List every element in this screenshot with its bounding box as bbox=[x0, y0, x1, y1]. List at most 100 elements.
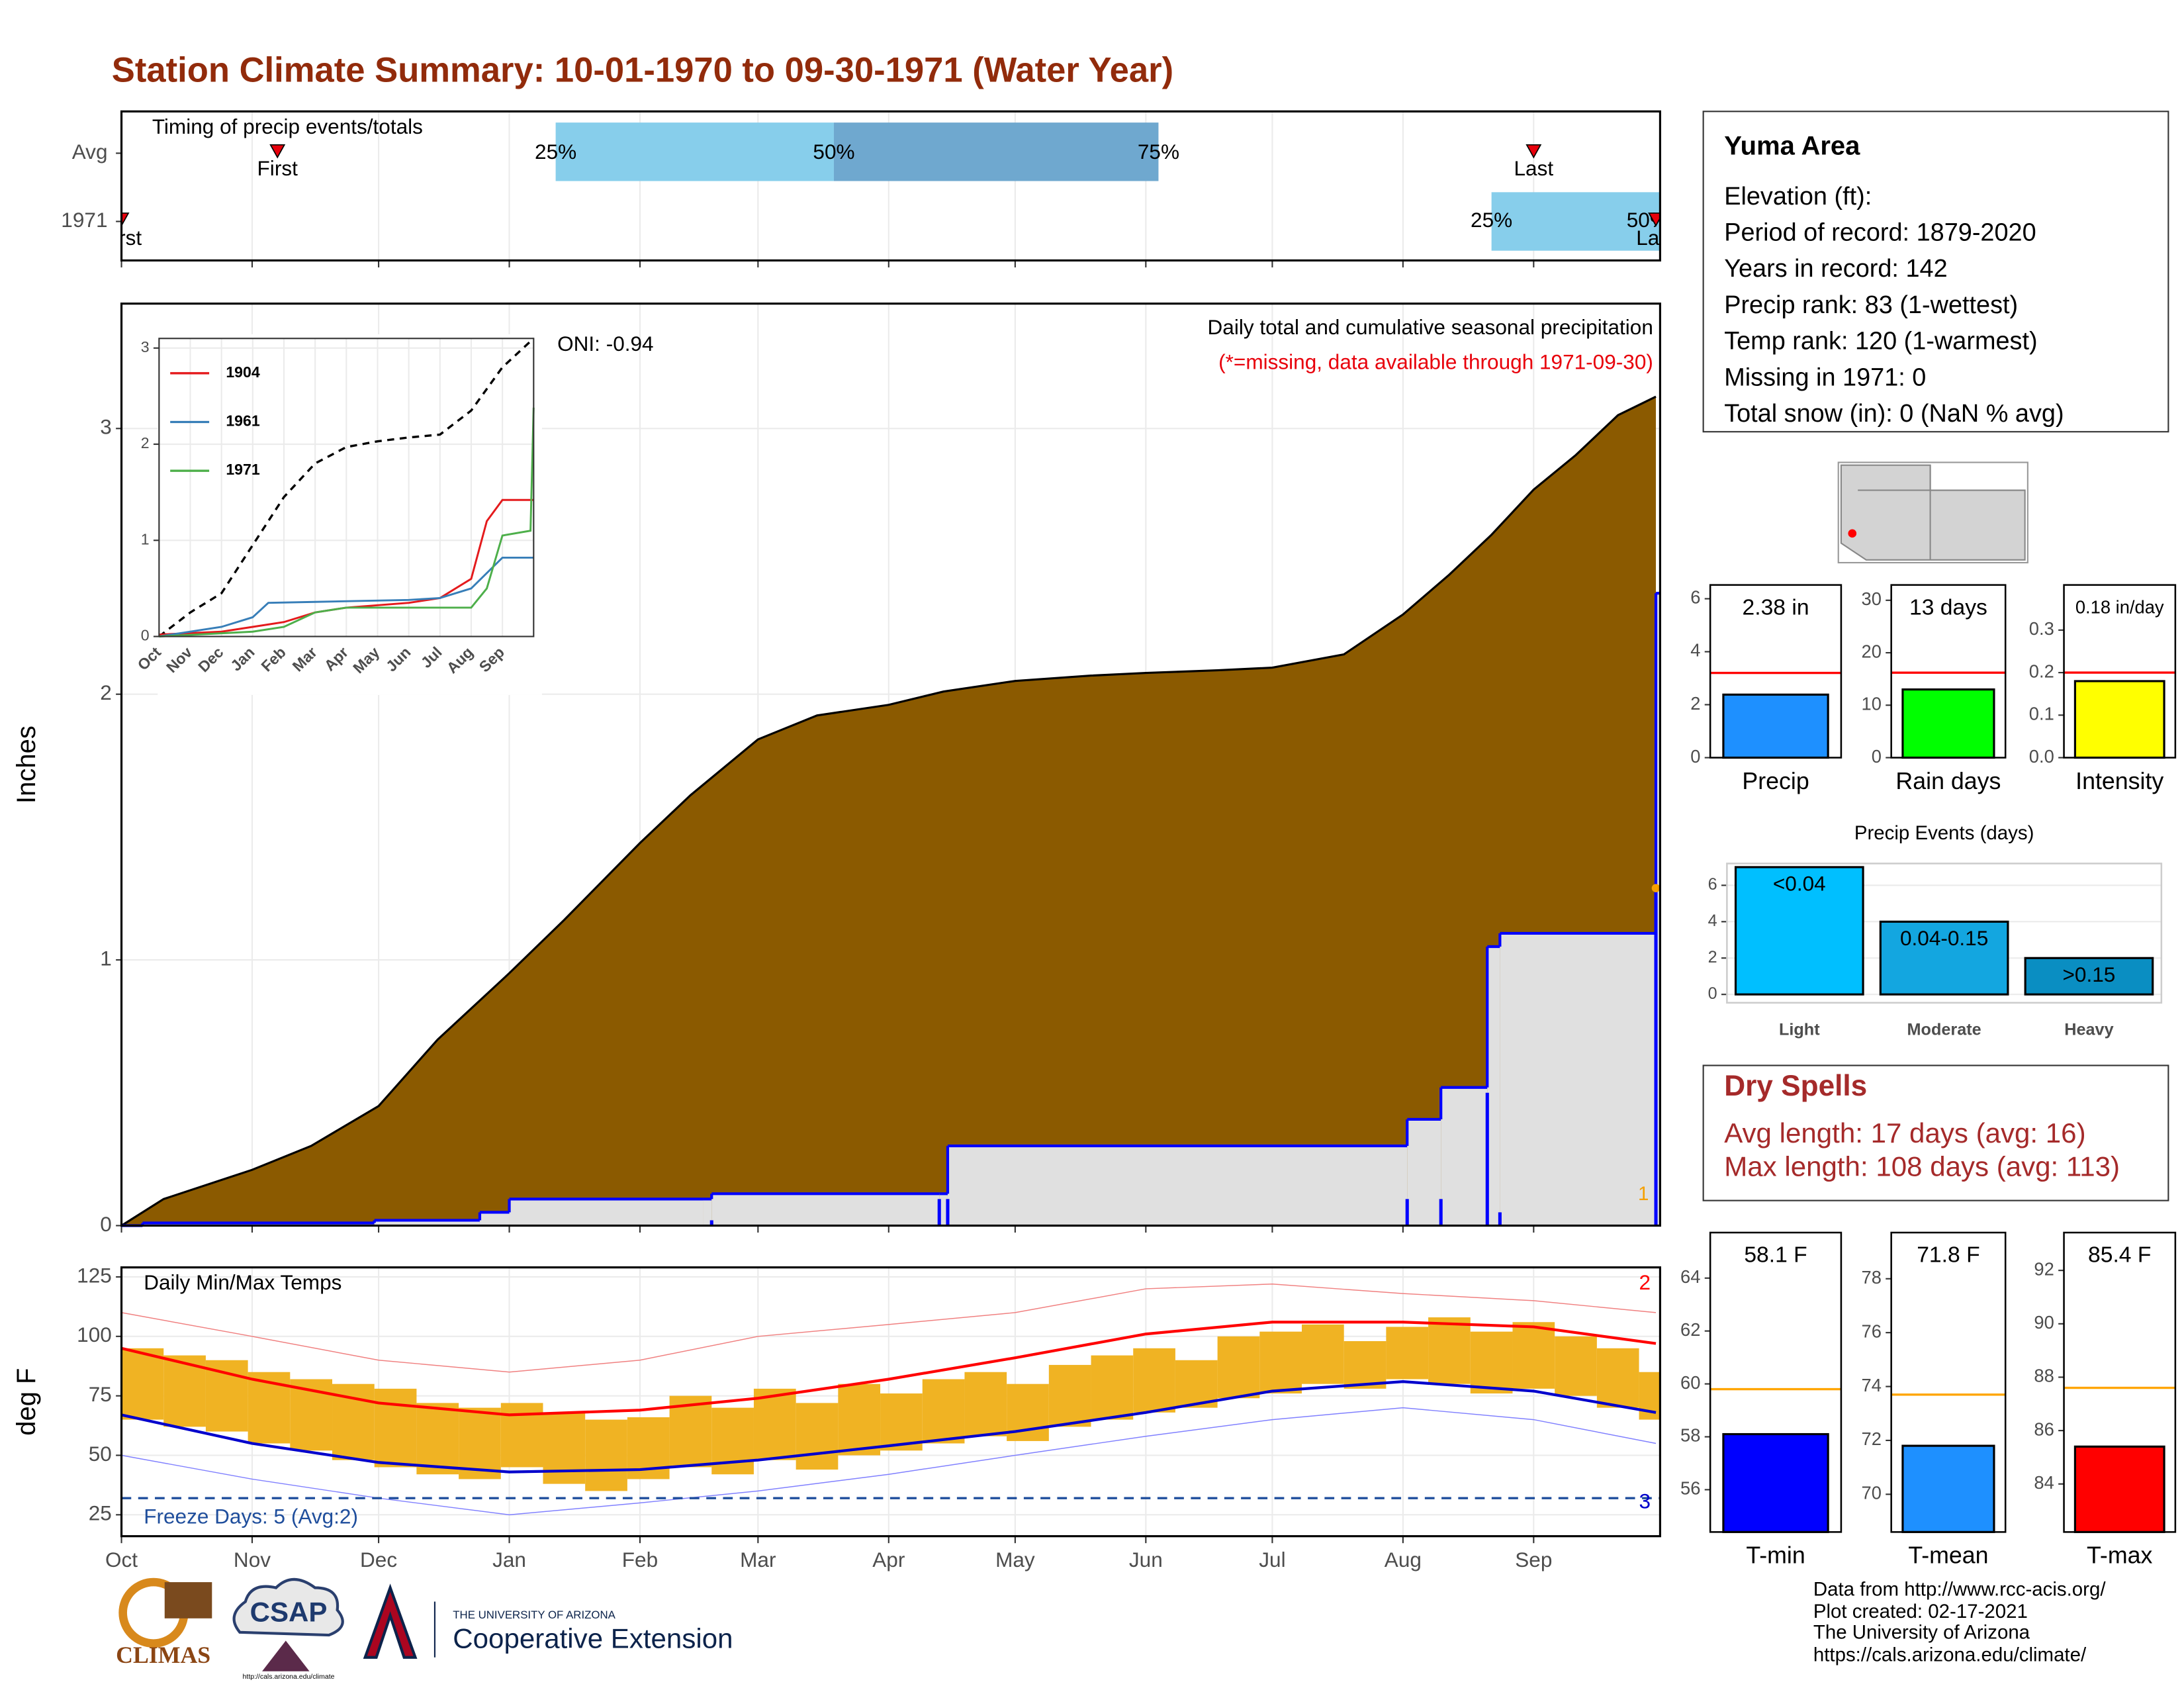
x-tick-label: Jun bbox=[1129, 1548, 1163, 1571]
temp-range bbox=[1428, 1317, 1471, 1384]
oni-label: ONI: -0.94 bbox=[557, 332, 654, 355]
temp-range bbox=[1386, 1327, 1429, 1380]
plot-frame bbox=[1726, 863, 2163, 1004]
legend-label: 1971 bbox=[226, 461, 260, 478]
step-fill bbox=[939, 1194, 948, 1226]
y-tick-label: 86 bbox=[2034, 1419, 2054, 1439]
y-tick-label: 6 bbox=[1708, 875, 1717, 894]
ua-logo bbox=[363, 1583, 418, 1659]
info-line: Period of record: 1879-2020 bbox=[1724, 218, 2036, 246]
y-axis-label: Inches bbox=[12, 726, 41, 804]
step-fill bbox=[509, 1199, 704, 1226]
y-tick-label: 90 bbox=[2034, 1312, 2054, 1333]
temp-range bbox=[964, 1372, 1007, 1436]
logo-text: CLIMAS bbox=[116, 1642, 210, 1668]
bar bbox=[1734, 866, 1864, 996]
temp-range bbox=[1133, 1348, 1175, 1413]
plot-frame bbox=[1709, 1231, 1843, 1533]
footer-line: Data from http://www.rcc-acis.org/ bbox=[1813, 1579, 2106, 1601]
y-tick-label: 2 bbox=[1708, 948, 1717, 966]
plot-frame bbox=[120, 1266, 1661, 1538]
y-tick-label: 4 bbox=[1708, 912, 1717, 930]
daily-bar bbox=[1405, 1199, 1409, 1226]
inset-frame bbox=[158, 338, 535, 637]
y-tick-label: 4 bbox=[1690, 640, 1700, 661]
page-title: Station Climate Summary: 10-01-1970 to 0… bbox=[112, 50, 1173, 89]
plot-frame bbox=[1890, 1231, 2007, 1533]
y-tick-label: 70 bbox=[1862, 1483, 1882, 1503]
bar-label: 0.04-0.15 bbox=[1900, 926, 1988, 950]
annotation-note: (*=missing, data available through 1971-… bbox=[1218, 350, 1653, 373]
temp-range bbox=[1091, 1355, 1134, 1420]
plot-frame bbox=[120, 110, 1661, 262]
plot-frame bbox=[2063, 1231, 2177, 1533]
y-tick-label: 30 bbox=[1862, 588, 1882, 609]
y-tick-label: 6 bbox=[1690, 587, 1700, 608]
x-tick-label: Sep bbox=[1515, 1548, 1552, 1571]
x-tick-label: T-mean bbox=[1908, 1542, 1988, 1569]
footer-line: https://cals.arizona.edu/climate/ bbox=[1813, 1644, 2087, 1665]
step-fill bbox=[479, 1212, 510, 1226]
quartile-bar bbox=[833, 122, 1159, 181]
dry-spells-box bbox=[1702, 1064, 2169, 1201]
temp-range bbox=[1259, 1331, 1302, 1394]
y-tick-label: 0.0 bbox=[2029, 746, 2054, 767]
step-fill bbox=[703, 1199, 712, 1226]
quartile-label: 75% bbox=[1138, 140, 1179, 164]
y-tick-label: 1 bbox=[141, 530, 150, 547]
temp-range bbox=[880, 1393, 923, 1451]
y-tick-label: 0 bbox=[1708, 984, 1717, 1003]
temp-range bbox=[838, 1383, 881, 1456]
dry-spells-line: Avg length: 17 days (avg: 16) bbox=[1724, 1117, 2085, 1149]
temp-range bbox=[922, 1379, 965, 1444]
dry-spells-title: Dry Spells bbox=[1724, 1070, 1867, 1102]
inset-line bbox=[158, 338, 535, 637]
x-tick-label: Oct bbox=[105, 1548, 138, 1571]
temp-line bbox=[121, 1321, 1657, 1417]
logo-text: CSAP bbox=[250, 1597, 328, 1628]
y-tick-label: 3 bbox=[100, 415, 112, 439]
temp-range bbox=[1512, 1322, 1555, 1389]
climas-emblem bbox=[164, 1582, 212, 1618]
y-axis-label: deg F bbox=[12, 1368, 41, 1436]
bar bbox=[2073, 1445, 2165, 1533]
y-tick-label: 76 bbox=[1862, 1321, 1882, 1341]
y-tick-label: 2 bbox=[100, 680, 112, 704]
value-label: 2.38 in bbox=[1743, 595, 1809, 620]
step-fill bbox=[1656, 593, 1661, 1226]
info-line: Years in record: 142 bbox=[1724, 255, 1947, 283]
info-line: Missing in 1971: 0 bbox=[1724, 363, 1926, 391]
y-tick-label: 0 bbox=[1872, 746, 1882, 767]
y-tick-label: 72 bbox=[1862, 1429, 1882, 1449]
y-tick-label: 74 bbox=[1862, 1375, 1882, 1395]
logo-text: Cooperative Extension bbox=[453, 1623, 733, 1654]
step-fill bbox=[1500, 933, 1657, 1226]
y-tick-label: 50 bbox=[89, 1442, 112, 1466]
temp-range bbox=[796, 1403, 839, 1470]
y-tick-label: 20 bbox=[1862, 641, 1882, 661]
temp-range bbox=[1302, 1324, 1344, 1384]
daily-bar bbox=[1498, 1212, 1502, 1226]
y-tick-label: 75 bbox=[89, 1382, 112, 1406]
temp-range bbox=[374, 1388, 417, 1468]
step-fill bbox=[711, 1194, 940, 1226]
y-tick-label: 0 bbox=[100, 1212, 112, 1236]
legend-label: 1904 bbox=[226, 363, 260, 381]
temp-line bbox=[121, 1380, 1657, 1474]
x-tick-label: Jul bbox=[1259, 1548, 1285, 1571]
event-label: Last bbox=[1636, 226, 1676, 250]
value-label: 58.1 F bbox=[1744, 1243, 1807, 1268]
y-tick-label: 0.3 bbox=[2029, 618, 2054, 639]
x-tick-label: Aug bbox=[1385, 1548, 1422, 1571]
x-tick-label: Light bbox=[1779, 1021, 1820, 1039]
temp-range bbox=[1217, 1336, 1260, 1399]
x-tick-label: Mar bbox=[740, 1548, 776, 1571]
value-label: 85.4 F bbox=[2088, 1243, 2151, 1268]
bar bbox=[1901, 1444, 1995, 1533]
map-station bbox=[1848, 529, 1857, 538]
temp-range bbox=[1048, 1364, 1091, 1427]
value-label: 13 days bbox=[1909, 595, 1987, 620]
daily-bar bbox=[709, 1220, 713, 1226]
row-label: 1971 bbox=[61, 208, 107, 232]
